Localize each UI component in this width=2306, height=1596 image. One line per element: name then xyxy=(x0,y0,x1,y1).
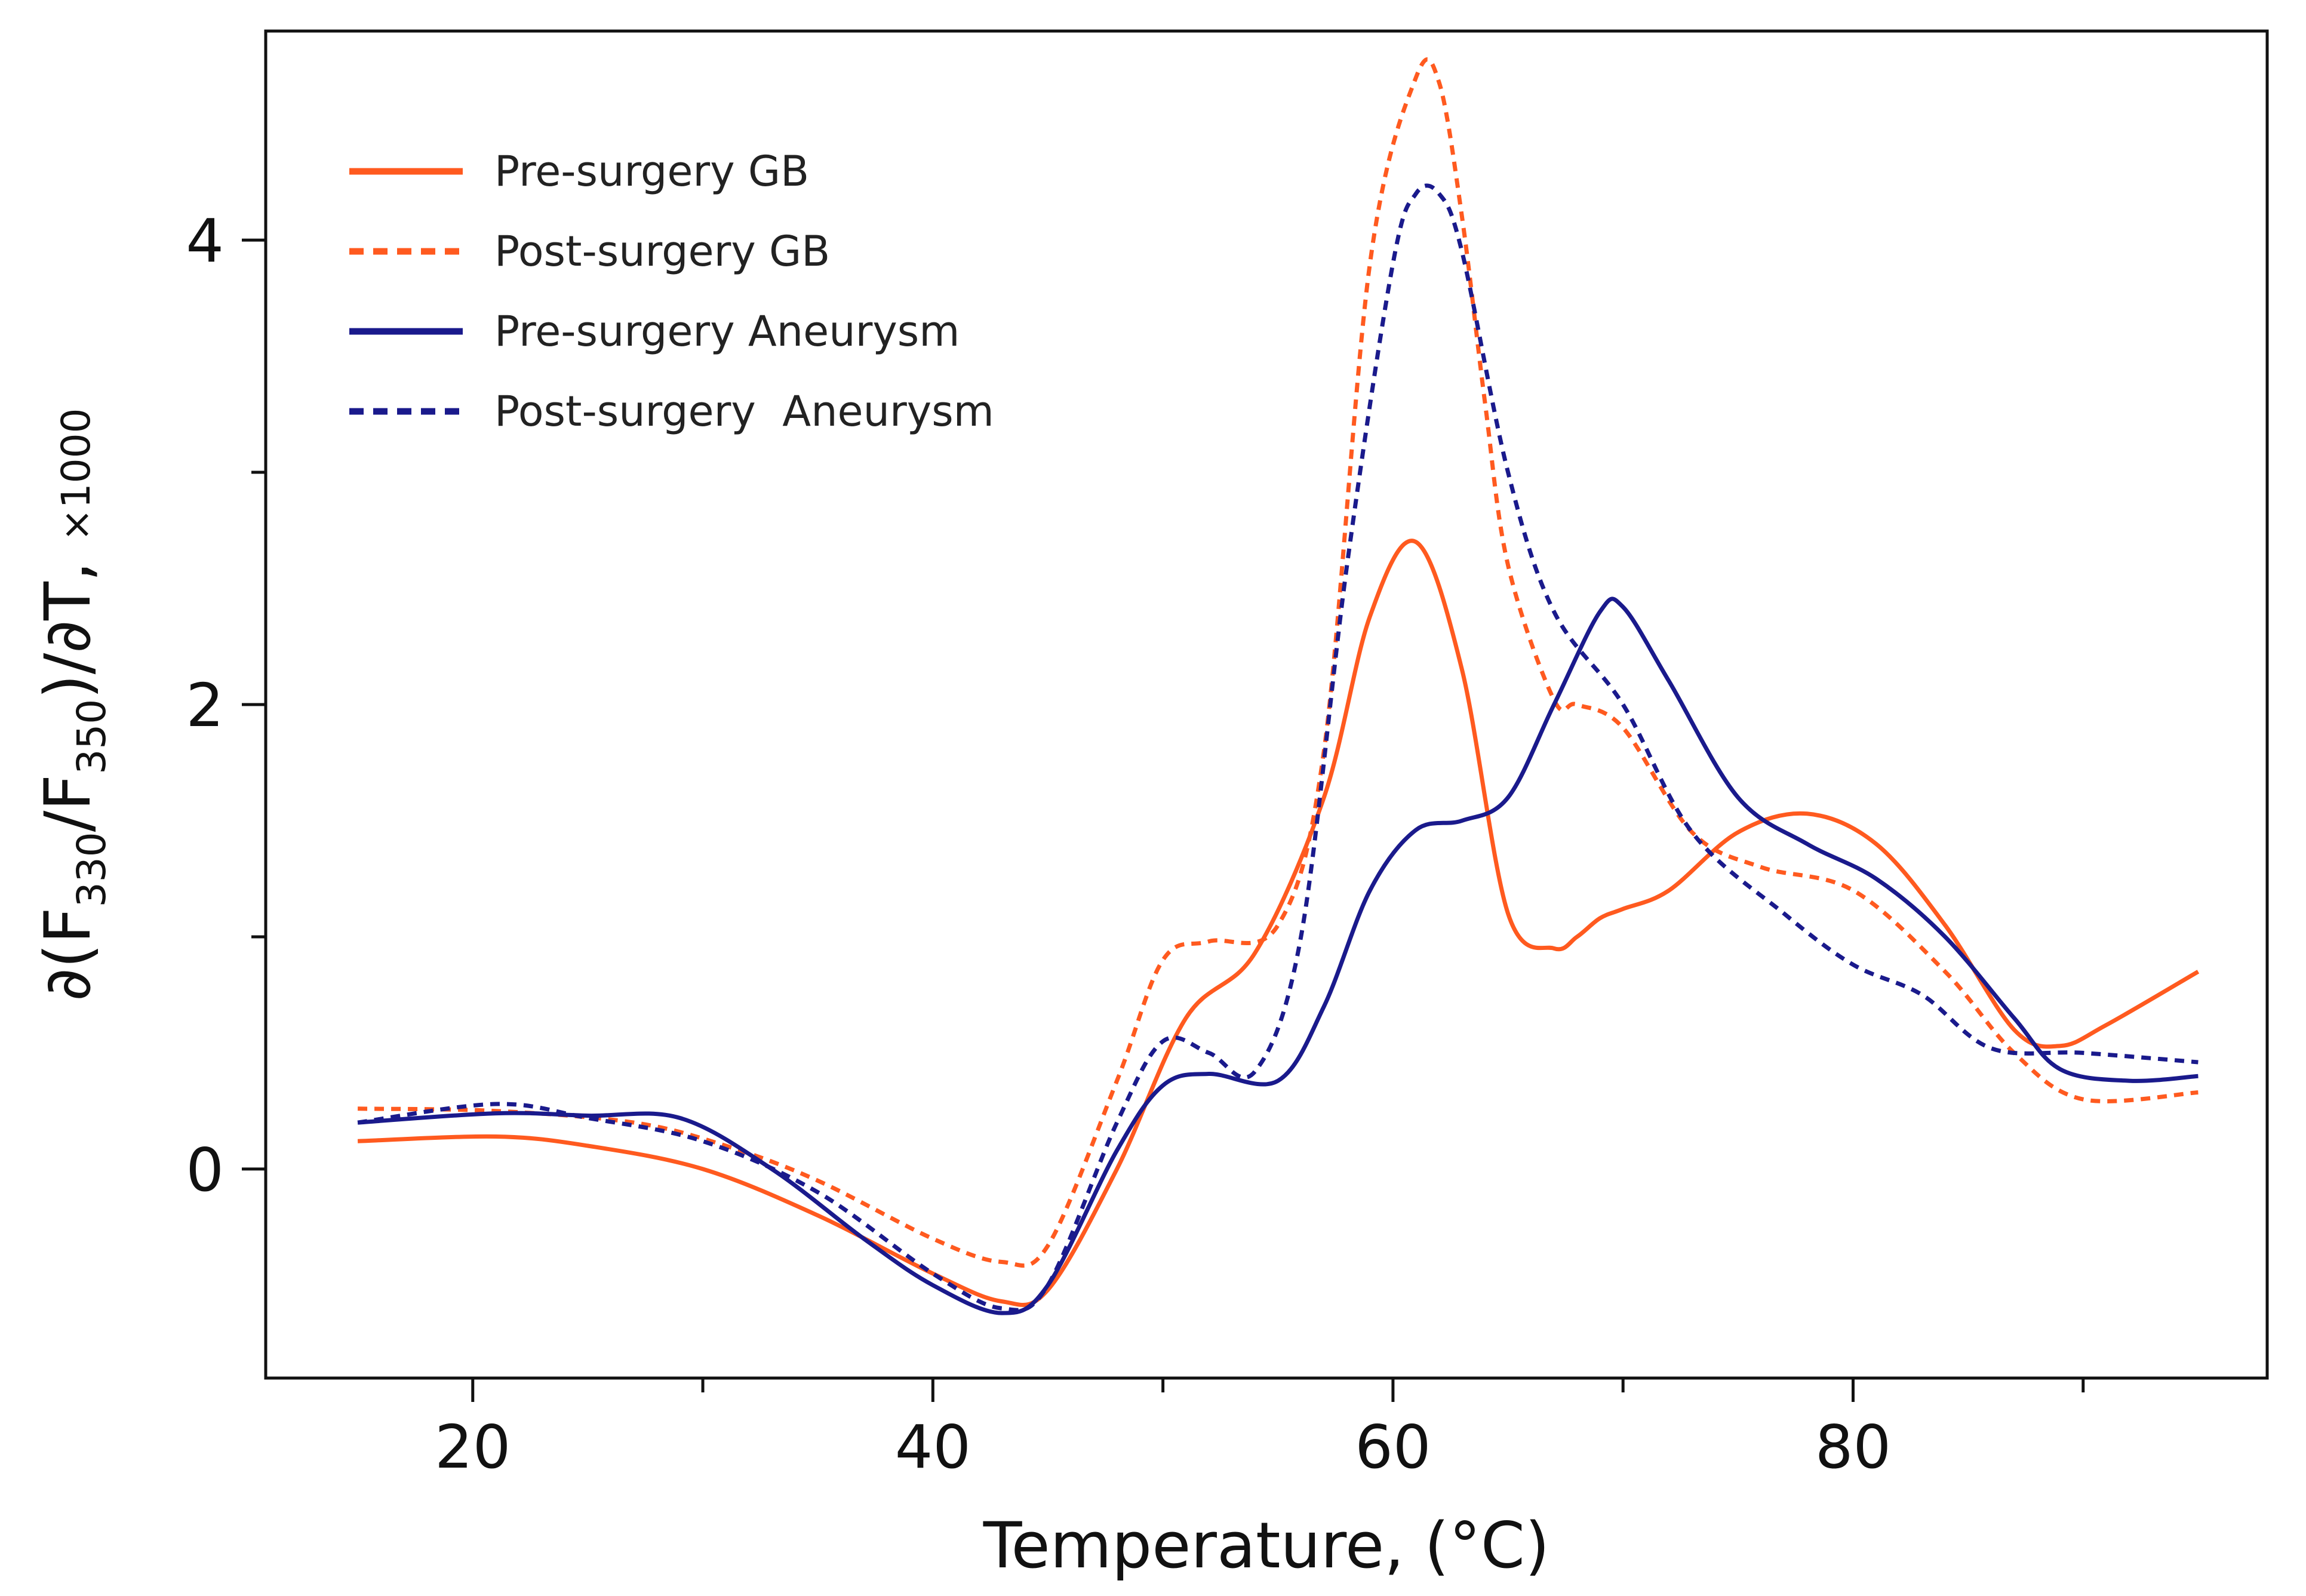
legend-label-2: Post-surgery GB xyxy=(494,227,830,276)
y-axis-title: ∂(F330/F350)/∂T, ×1000 xyxy=(31,408,115,1001)
y-axis-title-part-3: )/∂T, xyxy=(31,542,104,699)
y-axis-title-part-2: /F xyxy=(31,774,104,832)
legend-label-3: Pre-surgery Aneurysm xyxy=(494,307,960,356)
x-tick-label: 80 xyxy=(1815,1412,1891,1482)
y-tick-label: 2 xyxy=(186,671,224,740)
axis-ticks xyxy=(242,238,2085,1402)
x-axis-title: Temperature, (°C) xyxy=(983,1509,1550,1582)
x-tick-label: 60 xyxy=(1355,1412,1431,1482)
x-tick-label: 20 xyxy=(435,1412,511,1482)
y-axis-title-part-1: ∂(F xyxy=(31,907,104,1001)
legend-label-4: Post-surgery Aneurysm xyxy=(494,387,994,436)
y-axis-title-sub-330: 330 xyxy=(69,832,115,907)
y-axis-title-sub-350: 350 xyxy=(69,699,115,774)
series-line-2 xyxy=(358,57,2199,1268)
series-group xyxy=(357,57,2200,1315)
y-tick-label: 0 xyxy=(186,1135,224,1205)
x-tick-labels: 20 40 60 80 xyxy=(435,1412,1891,1482)
y-tick-labels: 0 2 4 xyxy=(186,206,224,1205)
legend-label-1: Pre-surgery GB xyxy=(494,147,809,196)
legend: Pre-surgery GB Post-surgery GB Pre-surgery… xyxy=(349,147,994,436)
y-axis-title-multiplier: ×1000 xyxy=(53,408,99,541)
x-tick-label: 40 xyxy=(895,1412,971,1482)
series-line-1 xyxy=(357,539,2200,1307)
series-line-3 xyxy=(357,596,2199,1315)
series-line-4 xyxy=(357,183,2199,1312)
y-tick-label: 4 xyxy=(186,206,224,276)
